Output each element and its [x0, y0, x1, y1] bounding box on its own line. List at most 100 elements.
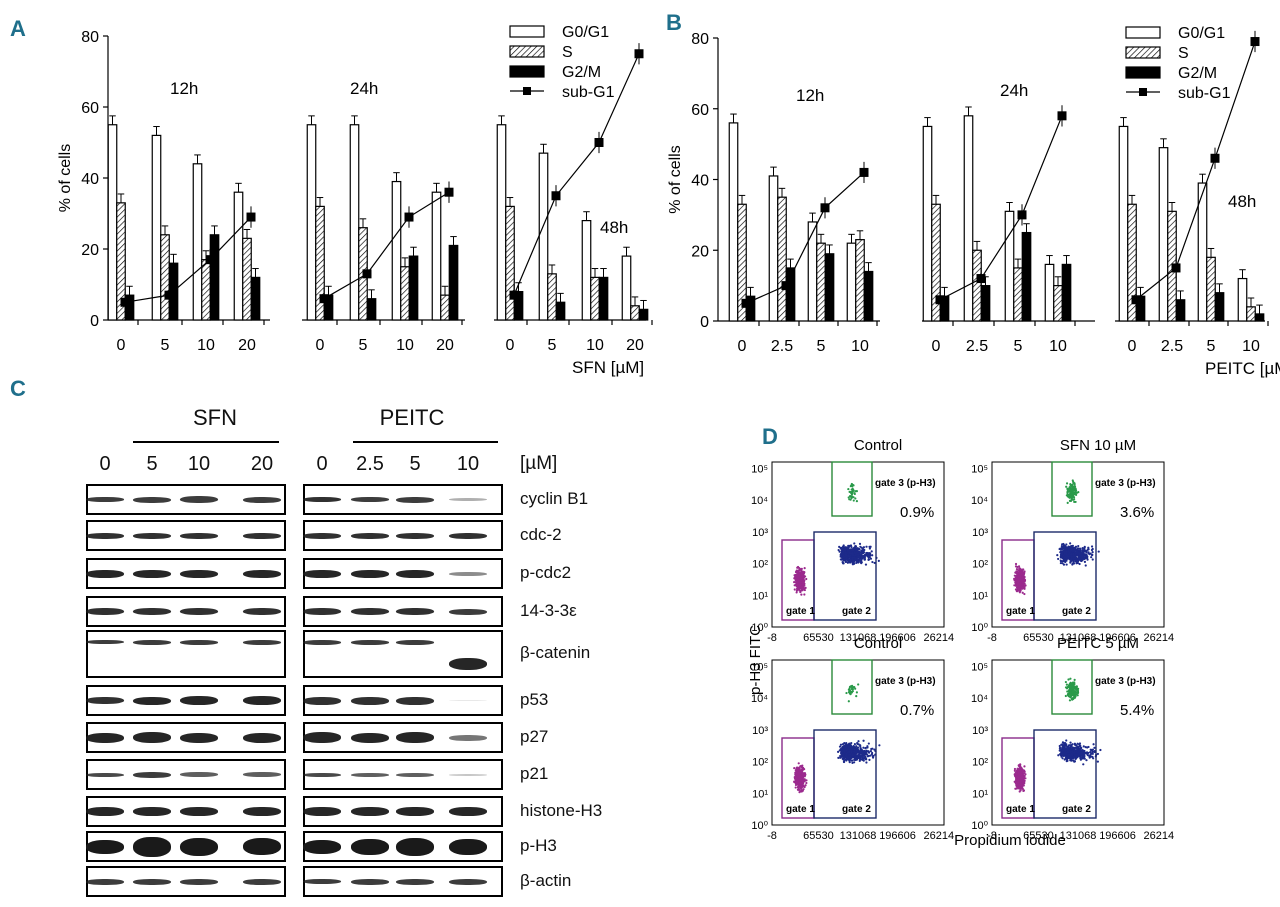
bar-g2m: [1061, 263, 1072, 322]
flow-x-tick: 131068: [840, 830, 877, 842]
event-g2: [1066, 554, 1069, 558]
event-ph3: [1066, 487, 1069, 490]
event-g1: [1017, 582, 1020, 585]
blot-band: [86, 640, 124, 644]
event-ph3: [857, 683, 860, 686]
bar-g0g1: [1004, 210, 1015, 322]
event-g1: [1014, 562, 1018, 566]
protein-label: p27: [520, 726, 549, 746]
event-ph3: [1071, 496, 1074, 499]
blot-band: [86, 807, 124, 816]
event-g2: [862, 546, 866, 549]
event-ph3: [1068, 496, 1071, 499]
blot-band: [396, 807, 434, 816]
flow-plot-frame: [771, 461, 945, 628]
blot-band: [86, 732, 124, 743]
cell-cycle-chart-peitc: 0 20 40 60 80 % of cells 0 2.5 5 10 0 2.5 5 10 0 2.5 5 10…: [667, 25, 1280, 378]
sub-g1-line: [1135, 41, 1256, 301]
event-g1: [794, 578, 797, 581]
event-g2: [859, 560, 862, 564]
event-g2: [1069, 754, 1072, 757]
blot-band: [396, 772, 434, 777]
legend-swatch: [1125, 66, 1161, 79]
flow-y-tick: 10²: [972, 559, 988, 571]
event-g2: [1081, 547, 1084, 550]
event-g1: [1014, 588, 1018, 591]
event-g2: [1083, 548, 1086, 551]
event-g1: [1019, 782, 1022, 785]
event-g2: [1070, 747, 1073, 750]
event-g2: [1079, 756, 1082, 759]
flow-y-tick: 10⁰: [751, 622, 768, 634]
event-g2: [843, 749, 846, 752]
blot-band: [180, 532, 218, 539]
event-g1: [801, 772, 804, 776]
bar-g2m: [863, 270, 874, 322]
event-g1: [1018, 774, 1021, 777]
gate-3-label: gate 3 (p-H3): [1095, 676, 1156, 687]
event-g1: [798, 771, 801, 775]
peitc-group-label: PEITC: [379, 405, 445, 430]
event-ph3: [1064, 694, 1067, 698]
event-ph3: [1072, 496, 1076, 499]
event-ph3: [1073, 696, 1077, 699]
sub-g1-point: [594, 138, 604, 147]
peitc-dose-label: 5: [409, 453, 421, 475]
event-g2: [844, 551, 847, 554]
flow-x-tick: 65530: [1023, 632, 1054, 644]
event-g2: [1091, 748, 1094, 751]
flow-x-tick: 65530: [803, 830, 834, 842]
event-g1: [799, 785, 802, 789]
event-g2: [864, 563, 868, 566]
event-ph3: [1066, 501, 1069, 504]
event-ph3: [1066, 693, 1069, 696]
event-g1: [1017, 779, 1020, 782]
event-g2: [854, 552, 857, 555]
event-g2: [1061, 562, 1064, 565]
event-g1: [803, 593, 806, 596]
event-g2: [854, 751, 857, 754]
event-g1: [1013, 584, 1016, 587]
event-g2: [1059, 561, 1063, 565]
blot-band: [351, 772, 389, 777]
event-g2: [1069, 542, 1072, 545]
event-g2: [1062, 559, 1065, 563]
blot-band: [449, 878, 487, 885]
event-g1: [801, 585, 804, 588]
bar-g0g1: [1158, 147, 1169, 322]
event-g2: [868, 758, 871, 761]
event-ph3: [1074, 487, 1077, 490]
time-label: 12h: [170, 79, 198, 98]
bar-s: [1053, 285, 1063, 322]
event-g2: [1075, 551, 1078, 555]
event-g2: [859, 751, 862, 754]
sub-g1-line: [745, 171, 865, 304]
event-ph3: [1071, 484, 1074, 487]
event-g1: [797, 762, 800, 765]
event-g1: [1022, 574, 1025, 577]
event-g1: [1017, 577, 1020, 581]
event-ph3: [1068, 699, 1072, 702]
event-g2: [839, 756, 842, 759]
event-g2: [868, 547, 871, 550]
event-g1: [1016, 767, 1019, 770]
blot-band: [351, 696, 389, 705]
flow-y-tick: 10³: [972, 725, 988, 737]
event-g2: [1090, 752, 1093, 755]
bar-s: [1206, 256, 1216, 322]
event-g2: [845, 758, 848, 761]
event-g1: [1021, 577, 1024, 580]
event-g2: [1065, 760, 1068, 763]
bar-s: [855, 239, 865, 322]
event-ph3: [1072, 489, 1076, 492]
event-g1: [1017, 565, 1021, 568]
sfn-dose-label: 0: [99, 453, 111, 475]
event-g2: [839, 555, 842, 558]
event-g1: [1013, 774, 1017, 777]
bar-g2m: [1254, 313, 1265, 322]
event-g2: [869, 749, 873, 753]
gate-2-label: gate 2: [1062, 804, 1091, 815]
event-ph3: [855, 691, 858, 694]
legend-label: S: [562, 44, 573, 61]
event-g1: [796, 566, 799, 569]
